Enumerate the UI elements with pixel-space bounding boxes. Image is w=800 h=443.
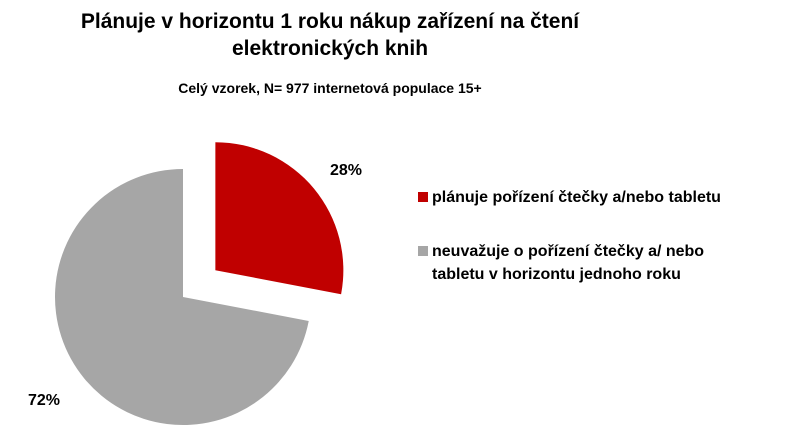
pie-slice [55, 169, 309, 425]
legend-swatch [418, 246, 428, 256]
value-label: 28% [330, 162, 363, 179]
legend-item: plánuje pořízení čtečky a/nebo tabletu [418, 186, 758, 209]
legend-label: neuvažuje o pořízení čtečky a/ nebo tabl… [432, 243, 705, 283]
pie-slice [215, 142, 344, 295]
chart-subtitle: Celý vzorek, N= 977 internetová populace… [178, 80, 482, 96]
legend-label: plánuje pořízení čtečky a/nebo tabletu [432, 189, 721, 206]
legend-item: neuvažuje o pořízení čtečky a/ nebo tabl… [418, 240, 758, 286]
value-label: 72% [28, 392, 61, 409]
legend-swatch [418, 192, 428, 202]
chart-title: Plánuje v horizontu 1 roku nákup zařízen… [80, 10, 580, 60]
